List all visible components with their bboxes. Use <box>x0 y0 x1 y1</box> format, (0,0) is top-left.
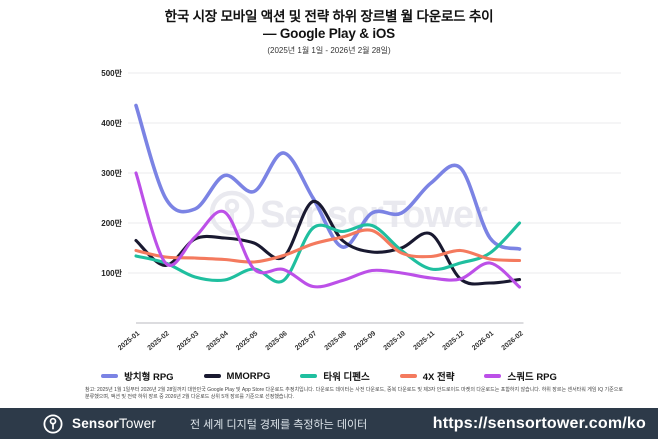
legend-label: 방치형 RPG <box>124 372 174 383</box>
legend-swatch-icon <box>399 374 417 378</box>
series-line-스쿼드 RPG <box>134 171 522 289</box>
y-axis-tick-label: 200만 <box>101 218 122 228</box>
legend-label: 스쿼드 RPG <box>507 372 557 383</box>
series-line-방치형 RPG <box>134 103 522 251</box>
legend-item-4X 전략: 4X 전략 <box>399 369 455 383</box>
legend-swatch-icon <box>101 374 119 378</box>
y-axis-tick-label: 300만 <box>101 168 122 178</box>
page-title-line1: 한국 시장 모바일 액션 및 전략 하위 장르별 월 다운로드 추이 <box>164 9 494 24</box>
x-axis-tick-label: 2025-07 <box>294 330 318 352</box>
footer-brand-tower: Tower <box>118 416 156 431</box>
x-axis-tick-label: 2025-11 <box>412 330 436 352</box>
x-axis-tick-label: 2025-09 <box>353 330 377 352</box>
legend-item-MMORPG: MMORPG <box>203 369 271 383</box>
series-line-4X 전략 <box>134 228 522 264</box>
series-line-MMORPG <box>134 199 522 286</box>
chart-legend: 방치형 RPG MMORPG 타워 디펜스 4X 전략 스쿼드 RPG <box>0 369 658 383</box>
x-axis-tick-label: 2025-05 <box>235 330 259 352</box>
x-axis-tick-label: 2025-12 <box>442 330 466 352</box>
x-axis-tick-label: 2025-08 <box>324 330 348 352</box>
disclaimer-note: 참고: 2025년 1월 1일부터 2026년 2월 28일까지 대한민국 Go… <box>85 387 625 400</box>
legend-label: 타워 디펜스 <box>323 372 370 383</box>
footer-brand-sensor: Sensor <box>72 416 119 431</box>
disclaimer-line2: 분류했으며, 액션 및 전략 하위 장르 중 2026년 2월 다운로드 상위 … <box>85 393 295 400</box>
disclaimer-line1: 참고: 2025년 1월 1일부터 2026년 2월 28일까지 대한민국 Go… <box>85 387 623 393</box>
y-axis-tick-label: 100만 <box>101 268 122 278</box>
x-axis-tick-label: 2025-10 <box>383 330 407 352</box>
footer-brand: SensorTower <box>72 416 156 431</box>
legend-item-타워 디펜스: 타워 디펜스 <box>300 369 370 383</box>
x-axis-tick-label: 2025-03 <box>176 330 200 352</box>
footer-bar: SensorTower 전 세계 디지털 경제를 측정하는 데이터 https:… <box>0 408 658 439</box>
legend-label: 4X 전략 <box>422 372 455 383</box>
sensortower-url: https://sensortower.com/ko <box>432 414 646 432</box>
x-axis-tick-label: 2025-02 <box>147 330 171 352</box>
legend-item-스쿼드 RPG: 스쿼드 RPG <box>484 369 557 383</box>
legend-item-방치형 RPG: 방치형 RPG <box>101 369 174 383</box>
legend-swatch-icon <box>484 374 502 378</box>
legend-swatch-icon <box>203 374 221 378</box>
x-axis-tick-label: 2026-01 <box>471 330 495 352</box>
footer-tagline: 전 세계 디지털 경제를 측정하는 데이터 <box>189 418 368 431</box>
x-axis-tick-label: 2025-06 <box>265 330 289 352</box>
y-axis-tick-label: 500만 <box>101 68 122 78</box>
sensortower-logo-icon <box>43 413 63 434</box>
x-axis-tick-label: 2026-02 <box>501 330 525 352</box>
legend-label: MMORPG <box>226 370 271 382</box>
series-line-타워 디펜스 <box>134 221 522 284</box>
page-title-line2: — Google Play & iOS <box>263 26 395 41</box>
x-axis-tick-label: 2025-04 <box>206 330 230 352</box>
y-axis-tick-label: 400만 <box>101 118 122 128</box>
chart-header: 한국 시장 모바일 액션 및 전략 하위 장르별 월 다운로드 추이 — Goo… <box>0 8 658 56</box>
date-range-subtitle: (2025년 1월 1일 - 2026년 2월 28일) <box>267 46 391 55</box>
x-axis-tick-label: 2025-01 <box>117 330 141 352</box>
legend-swatch-icon <box>300 374 318 378</box>
